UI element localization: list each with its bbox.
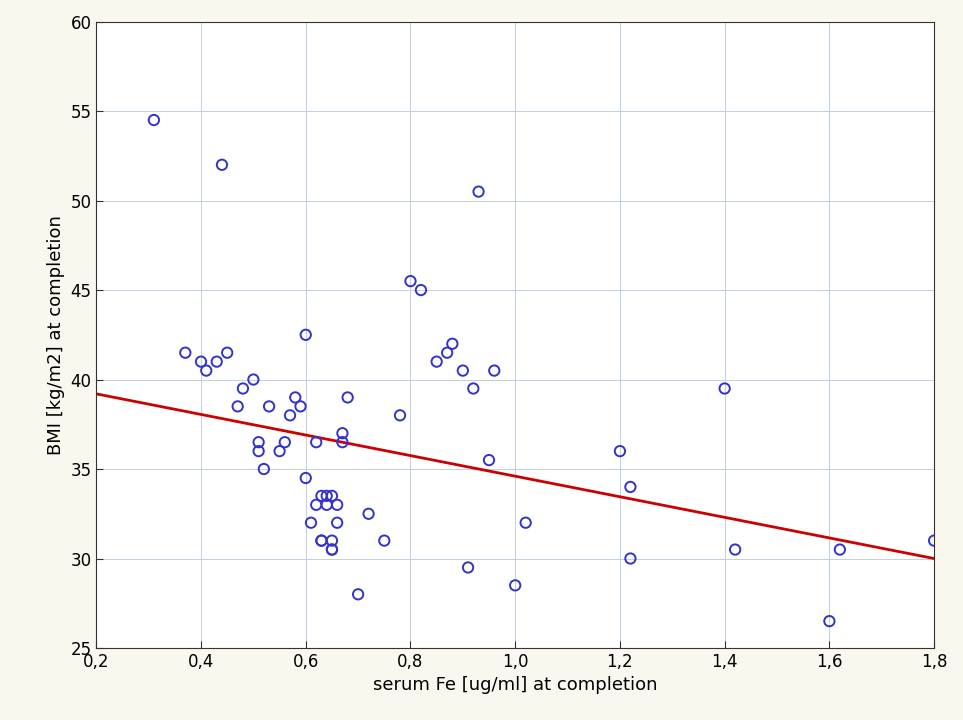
- Point: [455, 365, 471, 377]
- Point: [293, 400, 308, 412]
- Point: [325, 544, 340, 555]
- Point: [460, 562, 476, 573]
- Point: [198, 365, 214, 377]
- Point: [299, 472, 314, 484]
- Point: [288, 392, 303, 403]
- Y-axis label: BMI [kg/m2] at completion: BMI [kg/m2] at completion: [47, 215, 65, 455]
- Point: [439, 347, 455, 359]
- Point: [329, 517, 345, 528]
- Point: [251, 446, 267, 457]
- Point: [325, 535, 340, 546]
- Point: [272, 446, 287, 457]
- Point: [299, 329, 314, 341]
- X-axis label: serum Fe [ug/ml] at completion: serum Fe [ug/ml] at completion: [373, 676, 658, 694]
- Point: [319, 490, 334, 502]
- Point: [361, 508, 377, 520]
- Point: [403, 275, 418, 287]
- Point: [220, 347, 235, 359]
- Point: [486, 365, 502, 377]
- Point: [209, 356, 224, 367]
- Point: [445, 338, 460, 349]
- Point: [215, 159, 230, 171]
- Point: [256, 463, 272, 474]
- Point: [413, 284, 429, 296]
- Point: [235, 383, 250, 395]
- Point: [429, 356, 444, 367]
- Point: [261, 400, 276, 412]
- Point: [482, 454, 497, 466]
- Point: [314, 490, 329, 502]
- Point: [351, 588, 366, 600]
- Point: [821, 616, 837, 627]
- Point: [340, 392, 355, 403]
- Point: [335, 436, 351, 448]
- Point: [251, 436, 267, 448]
- Point: [623, 481, 638, 492]
- Point: [717, 383, 733, 395]
- Point: [623, 553, 638, 564]
- Point: [314, 535, 329, 546]
- Point: [466, 383, 482, 395]
- Point: [392, 410, 407, 421]
- Point: [230, 400, 246, 412]
- Point: [282, 410, 298, 421]
- Point: [246, 374, 261, 385]
- Point: [177, 347, 193, 359]
- Point: [832, 544, 847, 555]
- Point: [727, 544, 742, 555]
- Point: [377, 535, 392, 546]
- Point: [335, 428, 351, 439]
- Point: [325, 490, 340, 502]
- Point: [319, 499, 334, 510]
- Point: [329, 499, 345, 510]
- Point: [508, 580, 523, 591]
- Point: [303, 517, 319, 528]
- Point: [471, 186, 486, 197]
- Point: [308, 436, 324, 448]
- Point: [146, 114, 162, 126]
- Point: [314, 535, 329, 546]
- Point: [518, 517, 534, 528]
- Point: [308, 499, 324, 510]
- Point: [194, 356, 209, 367]
- Point: [325, 544, 340, 555]
- Point: [612, 446, 628, 457]
- Point: [277, 436, 293, 448]
- Point: [926, 535, 942, 546]
